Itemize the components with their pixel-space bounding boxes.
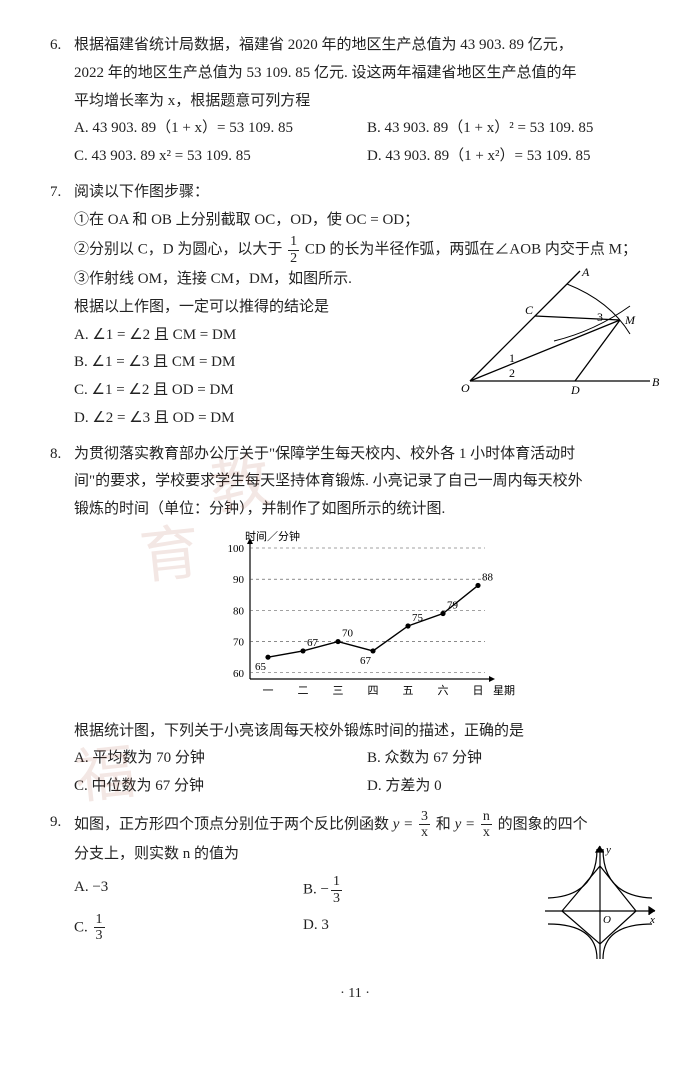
q7-step2-text: CD 的长为半径作弧，两弧在∠AOB 内交于点 M； bbox=[305, 242, 637, 258]
q8-opt-b: B. 众数为 67 分钟 bbox=[367, 745, 660, 773]
q6-opt-d: D. 43 903. 89（1 + x²）= 53 109. 85 bbox=[367, 143, 660, 171]
svg-text:65: 65 bbox=[255, 661, 267, 673]
svg-text:五: 五 bbox=[403, 685, 414, 697]
q7-step2: ②分别以 C，D 为圆心，以大于 12 CD 的长为半径作弧，两弧在∠AOB 内… bbox=[74, 234, 660, 266]
q8-opt-a: A. 平均数为 70 分钟 bbox=[74, 745, 367, 773]
svg-text:2: 2 bbox=[509, 366, 515, 380]
svg-text:二: 二 bbox=[298, 685, 309, 697]
svg-text:y: y bbox=[605, 844, 611, 856]
svg-text:90: 90 bbox=[233, 574, 245, 586]
svg-text:M: M bbox=[624, 313, 636, 327]
question-9: 9. 如图，正方形四个顶点分别位于两个反比例函数 y = 3x 和 y = nx… bbox=[50, 809, 660, 961]
question-8: 8. 为贯彻落实教育部办公厅关于"保障学生每天校内、校外各 1 小时体育活动时 … bbox=[50, 441, 660, 801]
q7-step1: ①在 OA 和 OB 上分别截取 OC，OD，使 OC = OD； bbox=[74, 207, 660, 235]
svg-text:75: 75 bbox=[412, 612, 424, 624]
svg-text:1: 1 bbox=[509, 351, 515, 365]
svg-text:O: O bbox=[461, 381, 470, 395]
svg-text:C: C bbox=[525, 303, 534, 317]
q7-step2-text: ②分别以 C，D 为圆心，以大于 bbox=[74, 242, 282, 258]
question-7: 7. 阅读以下作图步骤： ①在 OA 和 OB 上分别截取 OC，OD，使 OC… bbox=[50, 179, 660, 433]
svg-text:一: 一 bbox=[263, 685, 274, 697]
svg-text:79: 79 bbox=[447, 599, 459, 611]
q6-text: 根据福建省统计局数据，福建省 2020 年的地区生产总值为 43 903. 89… bbox=[74, 32, 660, 60]
q6-opt-a: A. 43 903. 89（1 + x）= 53 109. 85 bbox=[74, 115, 367, 143]
svg-text:星期: 星期 bbox=[493, 684, 515, 697]
q9-text: 如图，正方形四个顶点分别位于两个反比例函数 y = 3x 和 y = nx 的图… bbox=[74, 809, 660, 841]
svg-text:三: 三 bbox=[333, 685, 344, 697]
svg-text:3: 3 bbox=[597, 310, 603, 324]
q6-opt-c: C. 43 903. 89 x² = 53 109. 85 bbox=[74, 143, 367, 171]
svg-text:67: 67 bbox=[307, 637, 319, 649]
q8-opt-d: D. 方差为 0 bbox=[367, 773, 660, 801]
svg-text:六: 六 bbox=[438, 684, 449, 697]
svg-text:D: D bbox=[570, 383, 580, 397]
q9-opt-c: C. 13 bbox=[74, 912, 303, 944]
svg-text:88: 88 bbox=[482, 571, 494, 583]
svg-text:x: x bbox=[649, 914, 655, 926]
svg-text:80: 80 bbox=[233, 605, 245, 617]
q9-number: 9. bbox=[50, 809, 74, 841]
svg-text:60: 60 bbox=[233, 668, 245, 680]
q8-text: 间"的要求，学校要求学生每天坚持体育锻炼. 小亮记录了自己一周内每天校外 bbox=[74, 468, 660, 496]
q8-text: 为贯彻落实教育部办公厅关于"保障学生每天校内、校外各 1 小时体育活动时 bbox=[74, 441, 660, 469]
svg-text:日: 日 bbox=[473, 685, 484, 697]
q8-opt-c: C. 中位数为 67 分钟 bbox=[74, 773, 367, 801]
q8-chart: 时间／分钟 60 70 80 90 100 一 二 三 四 五 六 日星期 65 67 70 67 75 79 88 bbox=[195, 528, 515, 703]
svg-text:O: O bbox=[603, 914, 611, 926]
q6-text: 2022 年的地区生产总值为 53 109. 85 亿元. 设这两年福建省地区生… bbox=[74, 60, 660, 88]
q7-figure: O A B C D M 1 2 3 bbox=[455, 266, 660, 401]
svg-text:A: A bbox=[581, 266, 590, 279]
q7-text: 阅读以下作图步骤： bbox=[74, 179, 660, 207]
svg-text:67: 67 bbox=[360, 655, 372, 667]
q8-text: 锻炼的时间（单位：分钟），并制作了如图所示的统计图. bbox=[74, 496, 660, 524]
q8-number: 8. bbox=[50, 441, 74, 469]
q9-opt-a: A. −3 bbox=[74, 874, 303, 906]
q9-opt-b: B. −13 bbox=[303, 874, 532, 906]
svg-text:B: B bbox=[652, 375, 660, 389]
q6-number: 6. bbox=[50, 32, 74, 60]
svg-text:70: 70 bbox=[233, 636, 245, 648]
svg-text:70: 70 bbox=[342, 627, 354, 639]
q9-opt-d: D. 3 bbox=[303, 912, 532, 944]
page-number: · 11 · bbox=[50, 981, 660, 1007]
q9-figure: O x y bbox=[540, 841, 660, 961]
svg-text:时间／分钟: 时间／分钟 bbox=[245, 529, 300, 543]
question-6: 6. 根据福建省统计局数据，福建省 2020 年的地区生产总值为 43 903.… bbox=[50, 32, 660, 171]
svg-text:四: 四 bbox=[368, 685, 379, 697]
q6-text: 平均增长率为 x，根据题意可列方程 bbox=[74, 88, 660, 116]
fraction-half: 12 bbox=[288, 234, 299, 266]
q7-opt-d: D. ∠2 = ∠3 且 OD = DM bbox=[74, 405, 660, 433]
q8-text: 根据统计图，下列关于小亮该周每天校外锻炼时间的描述，正确的是 bbox=[74, 718, 660, 746]
q7-number: 7. bbox=[50, 179, 74, 207]
q6-opt-b: B. 43 903. 89（1 + x）² = 53 109. 85 bbox=[367, 115, 660, 143]
svg-text:100: 100 bbox=[228, 543, 245, 555]
